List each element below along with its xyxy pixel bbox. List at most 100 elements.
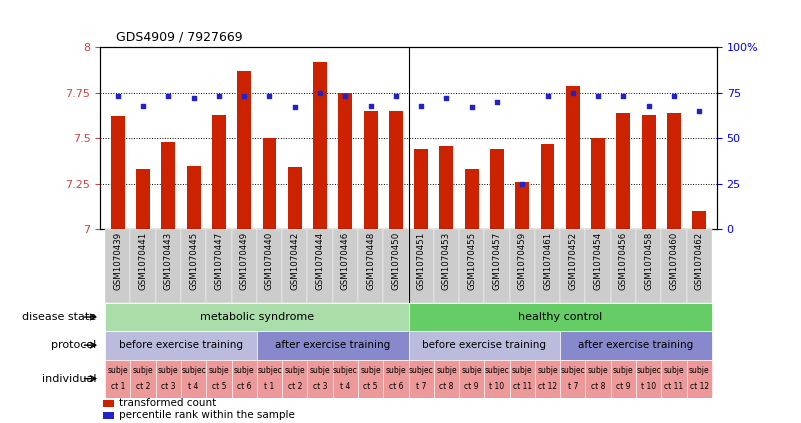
Bar — [434, 229, 459, 303]
Text: t 4: t 4 — [340, 382, 351, 391]
Text: GSM1070445: GSM1070445 — [189, 232, 198, 291]
Text: subje: subje — [537, 366, 557, 375]
Point — [490, 99, 503, 105]
Text: subje: subje — [663, 366, 684, 375]
Text: t 7: t 7 — [568, 382, 578, 391]
Text: protocol: protocol — [51, 340, 96, 350]
Text: ct 1: ct 1 — [111, 382, 125, 391]
Bar — [509, 360, 535, 398]
Bar — [237, 71, 252, 229]
Bar — [308, 229, 332, 303]
Text: subje: subje — [158, 366, 179, 375]
Text: subjec: subjec — [333, 366, 358, 375]
Text: GSM1070449: GSM1070449 — [239, 232, 248, 290]
Text: after exercise training: after exercise training — [578, 340, 694, 350]
Bar — [103, 400, 115, 407]
Text: GSM1070458: GSM1070458 — [644, 232, 653, 291]
Text: ct 8: ct 8 — [439, 382, 453, 391]
Bar — [459, 360, 485, 398]
Point — [592, 93, 605, 100]
Bar — [414, 149, 428, 229]
Text: disease state: disease state — [22, 312, 96, 322]
Bar — [231, 360, 257, 398]
Bar — [358, 360, 383, 398]
Text: subjec: subjec — [636, 366, 661, 375]
Bar — [181, 229, 207, 303]
Point — [314, 90, 327, 96]
Text: subje: subje — [360, 366, 381, 375]
Text: GSM1070462: GSM1070462 — [694, 232, 704, 291]
Point — [440, 95, 453, 102]
Text: GSM1070451: GSM1070451 — [417, 232, 425, 291]
Bar — [591, 138, 605, 229]
Point — [693, 107, 706, 114]
Bar — [692, 211, 706, 229]
Text: GSM1070440: GSM1070440 — [265, 232, 274, 291]
Bar — [434, 360, 459, 398]
Bar — [642, 115, 655, 229]
Text: healthy control: healthy control — [518, 312, 602, 322]
Point — [364, 102, 377, 109]
Text: subje: subje — [208, 366, 229, 375]
Bar — [636, 360, 662, 398]
Point — [642, 102, 655, 109]
Text: t 1: t 1 — [264, 382, 275, 391]
Text: subjec: subjec — [409, 366, 433, 375]
Bar — [105, 331, 257, 360]
Text: GSM1070457: GSM1070457 — [493, 232, 501, 291]
Bar — [105, 360, 131, 398]
Text: GSM1070446: GSM1070446 — [340, 232, 350, 291]
Bar — [440, 146, 453, 229]
Text: subje: subje — [107, 366, 128, 375]
Text: ct 2: ct 2 — [136, 382, 151, 391]
Bar — [136, 169, 150, 229]
Text: before exercise training: before exercise training — [422, 340, 546, 350]
Text: subje: subje — [284, 366, 305, 375]
Text: before exercise training: before exercise training — [119, 340, 243, 350]
Point — [288, 104, 301, 111]
Bar — [313, 62, 327, 229]
Point — [187, 95, 200, 102]
Text: transformed count: transformed count — [119, 398, 216, 409]
Text: ct 3: ct 3 — [312, 382, 328, 391]
Point — [238, 93, 251, 100]
Text: subje: subje — [689, 366, 710, 375]
Bar — [535, 360, 560, 398]
Text: GSM1070460: GSM1070460 — [670, 232, 678, 291]
Text: subje: subje — [588, 366, 609, 375]
Text: subjec: subjec — [257, 366, 282, 375]
Bar — [509, 229, 535, 303]
Bar — [155, 229, 181, 303]
Text: GSM1070448: GSM1070448 — [366, 232, 375, 291]
Text: t 10: t 10 — [641, 382, 656, 391]
Bar — [364, 111, 377, 229]
Text: individual: individual — [42, 374, 96, 384]
Text: metabolic syndrome: metabolic syndrome — [199, 312, 314, 322]
Bar — [409, 360, 434, 398]
Point — [137, 102, 150, 109]
Bar — [338, 93, 352, 229]
Bar — [389, 111, 403, 229]
Bar — [105, 303, 409, 331]
Point — [617, 93, 630, 100]
Bar — [187, 165, 200, 229]
Bar — [383, 360, 409, 398]
Text: GSM1070444: GSM1070444 — [316, 232, 324, 291]
Bar — [560, 360, 586, 398]
Text: ct 11: ct 11 — [664, 382, 683, 391]
Bar — [207, 360, 231, 398]
Point — [339, 93, 352, 100]
Bar — [535, 229, 560, 303]
Bar — [636, 229, 662, 303]
Point — [111, 93, 124, 100]
Text: ct 9: ct 9 — [616, 382, 630, 391]
Bar — [257, 360, 282, 398]
Text: GSM1070461: GSM1070461 — [543, 232, 552, 291]
Bar — [560, 229, 586, 303]
Bar — [257, 331, 409, 360]
Bar — [332, 360, 358, 398]
Point — [263, 93, 276, 100]
Text: GSM1070456: GSM1070456 — [619, 232, 628, 291]
Text: GSM1070459: GSM1070459 — [517, 232, 527, 290]
Bar — [586, 360, 610, 398]
